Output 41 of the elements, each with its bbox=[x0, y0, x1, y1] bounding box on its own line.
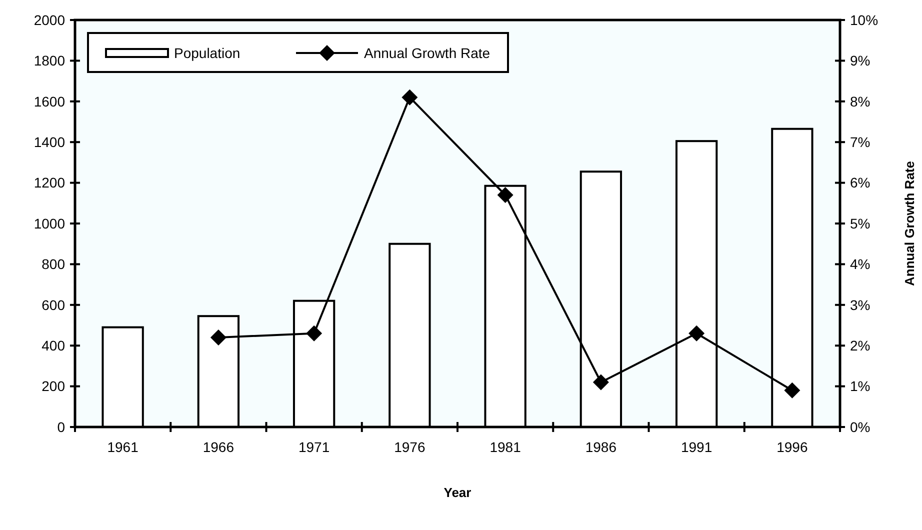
legend-label: Population bbox=[174, 44, 240, 61]
y2-tick-label: 3% bbox=[850, 296, 870, 313]
y-tick-label: 1400 bbox=[34, 134, 66, 150]
y-tick-label: 400 bbox=[42, 338, 66, 354]
y-tick-label: 1800 bbox=[34, 52, 66, 69]
x-tick-label: 1991 bbox=[680, 439, 712, 455]
y2-tick-label: 1% bbox=[850, 378, 870, 394]
y-tick-label: 1000 bbox=[34, 215, 66, 232]
y2-axis-title: Annual Growth Rate bbox=[902, 161, 917, 286]
y2-tick-label: 7% bbox=[850, 134, 870, 150]
point bbox=[688, 325, 705, 342]
y2-tick-label: 0% bbox=[850, 418, 870, 435]
point bbox=[784, 382, 800, 398]
y2-tick-label: 4% bbox=[850, 256, 870, 272]
y2-tick-label: 10% bbox=[850, 12, 878, 28]
y-tick-label: 2000 bbox=[34, 12, 66, 28]
x-axis-title: Year bbox=[444, 485, 472, 500]
y-tick-label: 1200 bbox=[34, 174, 66, 191]
x-tick-label: 1981 bbox=[490, 439, 522, 455]
y2-tick-label: 6% bbox=[850, 174, 870, 191]
point bbox=[306, 325, 322, 342]
y2-tick-label: 5% bbox=[850, 215, 870, 232]
x-tick-label: 1986 bbox=[585, 439, 617, 455]
point bbox=[402, 89, 418, 106]
x-tick-label: 1996 bbox=[776, 439, 808, 455]
y2-tick-label: 9% bbox=[850, 52, 870, 69]
x-tick-label: 1961 bbox=[107, 439, 139, 455]
y-tick-label: 600 bbox=[42, 296, 66, 313]
x-tick-label: 1966 bbox=[202, 439, 234, 455]
legend-label: Annual Growth Rate bbox=[364, 44, 490, 61]
x-tick-label: 1971 bbox=[298, 439, 330, 455]
y-tick-label: 200 bbox=[42, 378, 66, 394]
y-tick-label: 800 bbox=[42, 256, 66, 272]
y-tick-label: 1600 bbox=[34, 93, 66, 110]
y-tick-label: 0 bbox=[57, 418, 66, 435]
y2-tick-label: 8% bbox=[850, 93, 870, 110]
point bbox=[210, 329, 226, 346]
y2-tick-label: 2% bbox=[850, 338, 870, 354]
point bbox=[592, 374, 609, 390]
point bbox=[497, 187, 514, 204]
x-tick-label: 1976 bbox=[394, 439, 426, 455]
